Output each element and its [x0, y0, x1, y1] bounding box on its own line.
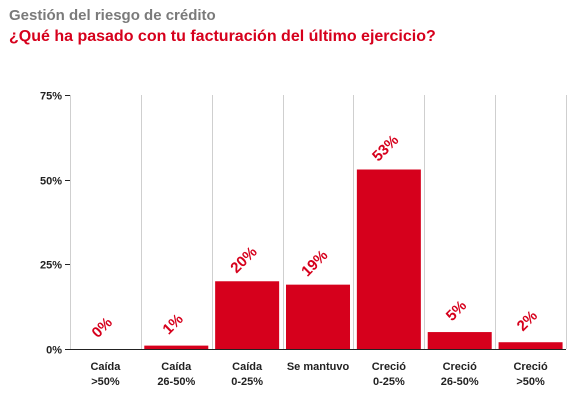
- x-tick-label: 26-50%: [441, 376, 479, 388]
- data-label: 1%: [159, 311, 186, 338]
- x-tick-label: Caída: [161, 361, 192, 373]
- data-label: 0%: [89, 314, 116, 341]
- y-tick-label: 25%: [40, 260, 62, 272]
- y-tick-label: 0%: [46, 345, 62, 357]
- x-tick-label: Se mantuvo: [287, 361, 350, 373]
- x-tick-label: Caída: [90, 361, 121, 373]
- data-label: 53%: [369, 132, 402, 165]
- x-tick-label: 0-25%: [231, 376, 263, 388]
- data-label: 19%: [298, 247, 331, 280]
- y-tick-label: 75%: [40, 91, 62, 103]
- y-tick-label: 50%: [40, 176, 62, 188]
- bar: [498, 342, 563, 349]
- x-tick-label: Creció: [513, 361, 548, 373]
- x-tick-label: 26-50%: [157, 376, 195, 388]
- bar: [356, 169, 421, 349]
- bar: [144, 345, 209, 349]
- chart-title: ¿Qué ha pasado con tu facturación del úl…: [9, 28, 436, 45]
- chart-subtitle: Gestión del riesgo de crédito: [9, 7, 216, 24]
- x-tick-label: Creció: [372, 361, 407, 373]
- data-label: 20%: [227, 243, 260, 276]
- x-tick-label: 0-25%: [373, 376, 405, 388]
- chart-header: Gestión del riesgo de crédito ¿Qué ha pa…: [9, 6, 564, 47]
- data-label: 5%: [443, 297, 470, 324]
- x-tick-label: Caída: [232, 361, 263, 373]
- x-tick-label: >50%: [91, 376, 120, 388]
- x-tick-label: Creció: [443, 361, 478, 373]
- data-label: 2%: [514, 307, 541, 334]
- bar: [215, 281, 280, 349]
- bar: [427, 332, 492, 349]
- x-tick-label: >50%: [516, 376, 545, 388]
- bar: [286, 284, 350, 349]
